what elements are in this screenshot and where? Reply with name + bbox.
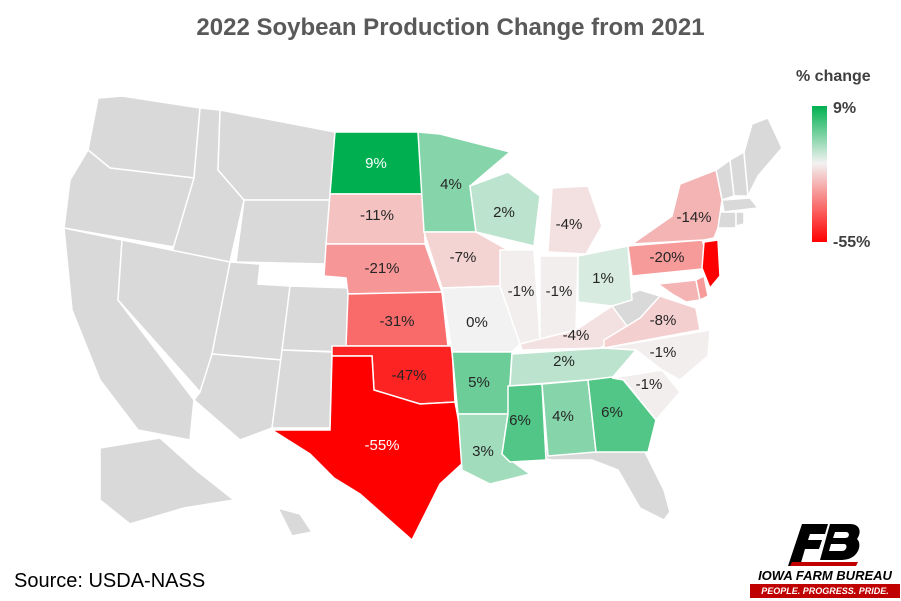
state-WI: [469, 171, 541, 247]
label-TX: -55%: [364, 437, 399, 454]
logo-name: IOWA FARM BUREAU: [758, 568, 892, 583]
state-GA: [587, 375, 657, 453]
legend-max-label: 9%: [833, 100, 857, 117]
state-TX: [269, 355, 467, 542]
state-MO: [441, 285, 521, 353]
logo-tagline: PEOPLE. PROGRESS. PRIDE.: [750, 584, 900, 598]
label-MN: 4%: [440, 176, 462, 193]
label-OH: 1%: [592, 270, 614, 287]
label-MI: -4%: [556, 216, 583, 233]
label-TN: 2%: [553, 353, 575, 370]
source-note: Source: USDA-NASS: [14, 570, 206, 592]
label-NC: -1%: [650, 344, 677, 361]
state-NY: [629, 168, 723, 245]
label-WI: 2%: [493, 204, 515, 221]
state-HI: [276, 506, 314, 537]
label-IL: -1%: [508, 283, 535, 300]
label-IA: -7%: [450, 249, 477, 266]
label-GA: 6%: [601, 404, 623, 421]
state-CO: [281, 285, 351, 353]
state-VA: [603, 295, 701, 349]
label-MO: 0%: [466, 314, 488, 331]
map-title: 2022 Soybean Production Change from 2021: [196, 14, 705, 41]
label-OK: -47%: [391, 367, 426, 384]
label-LA: 3%: [472, 443, 494, 460]
state-TN: [509, 347, 638, 387]
no-data-states: [63, 95, 783, 537]
iowa-farm-bureau-logo: IOWA FARM BUREAU PEOPLE. PROGRESS. PRIDE…: [750, 522, 900, 600]
state-NC: [603, 329, 711, 381]
label-ND: 9%: [365, 155, 387, 172]
state-WY: [235, 199, 331, 265]
state-DE: [695, 274, 709, 302]
label-AR: 5%: [468, 374, 490, 391]
state-AZ: [192, 353, 283, 441]
label-AL: 4%: [552, 408, 574, 425]
state-ME: [743, 117, 783, 199]
state-value-labels: 9% -11% -21% -31% -47% -55% 4% -7% 0% 5%…: [360, 155, 711, 460]
legend-color-bar: [812, 106, 827, 242]
state-MD: [655, 279, 701, 303]
state-MT: [217, 109, 336, 201]
label-KS: -31%: [379, 313, 414, 330]
label-MS: 6%: [509, 412, 531, 429]
legend-min-label: -55%: [833, 234, 871, 251]
state-MA: [721, 197, 760, 213]
label-PA: -20%: [649, 249, 684, 266]
label-SD: -11%: [360, 207, 394, 224]
state-NM: [271, 349, 333, 429]
state-MI: [547, 185, 603, 255]
state-SC: [611, 369, 681, 422]
label-VA: -8%: [650, 312, 677, 329]
state-OH: [577, 245, 633, 307]
label-KY: -4%: [563, 327, 590, 344]
state-NJ: [701, 239, 721, 290]
label-NE: -21%: [364, 260, 399, 277]
label-NY: -14%: [676, 209, 711, 226]
legend-title: % change: [796, 68, 871, 85]
state-AK: [99, 437, 236, 525]
data-states: [269, 131, 723, 542]
state-RI: [735, 211, 745, 227]
label-IN: -1%: [546, 283, 573, 300]
label-SC: -1%: [636, 376, 663, 393]
fb-logo-icon: [788, 524, 860, 566]
